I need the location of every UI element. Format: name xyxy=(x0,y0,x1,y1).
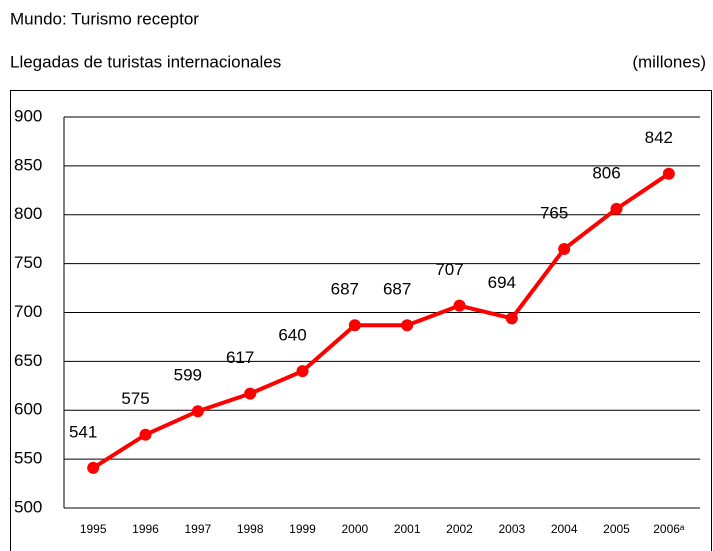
data-label: 687 xyxy=(331,280,359,299)
x-tick-label: 2000 xyxy=(341,522,368,536)
y-tick-label: 800 xyxy=(14,204,42,223)
frame xyxy=(10,90,712,551)
point xyxy=(87,461,100,474)
data-label: 707 xyxy=(435,260,463,279)
y-tick-label: 700 xyxy=(14,302,42,321)
point xyxy=(139,428,152,441)
unit-label: (millones) xyxy=(632,52,706,71)
data-label: 842 xyxy=(645,128,673,147)
y-tick-label: 650 xyxy=(14,351,42,370)
x-tick-label: 2005 xyxy=(603,522,630,536)
point xyxy=(401,319,414,332)
point xyxy=(191,405,204,418)
y-tick-label: 550 xyxy=(14,449,42,468)
chart-title: Mundo: Turismo receptor xyxy=(10,9,199,28)
point xyxy=(558,242,571,255)
x-tick-label: 2001 xyxy=(394,522,421,536)
data-label: 765 xyxy=(540,203,568,222)
point xyxy=(610,202,623,215)
x-tick-label: 2002 xyxy=(446,522,473,536)
y-tick-label: 850 xyxy=(14,155,42,174)
x-tick-label: 2006ᵃ xyxy=(653,522,685,536)
x-tick-label: 2004 xyxy=(551,522,578,536)
y-tick-label: 900 xyxy=(14,106,42,125)
data-label: 541 xyxy=(69,422,97,441)
data-label: 694 xyxy=(488,273,516,292)
x-tick-label: 2003 xyxy=(498,522,525,536)
point xyxy=(244,387,257,400)
data-label: 575 xyxy=(121,389,149,408)
data-label: 599 xyxy=(174,366,202,385)
x-tick-label: 1995 xyxy=(80,522,107,536)
chart-subtitle: Llegadas de turistas internacionales xyxy=(10,52,281,71)
point xyxy=(453,299,466,312)
point xyxy=(296,365,309,378)
y-tick-label: 500 xyxy=(14,497,42,516)
line xyxy=(92,172,670,470)
data-label: 806 xyxy=(592,163,620,182)
data-label: 617 xyxy=(226,348,254,367)
point xyxy=(505,312,518,325)
x-tick-label: 1999 xyxy=(289,522,316,536)
x-tick-label: 1997 xyxy=(184,522,211,536)
y-tick-label: 750 xyxy=(14,253,42,272)
y-tick-label: 600 xyxy=(14,400,42,419)
point xyxy=(348,319,361,332)
x-tick-label: 1996 xyxy=(132,522,159,536)
data-label: 640 xyxy=(278,326,306,345)
x-tick-label: 1998 xyxy=(237,522,264,536)
point xyxy=(662,167,675,180)
data-label: 687 xyxy=(383,280,411,299)
